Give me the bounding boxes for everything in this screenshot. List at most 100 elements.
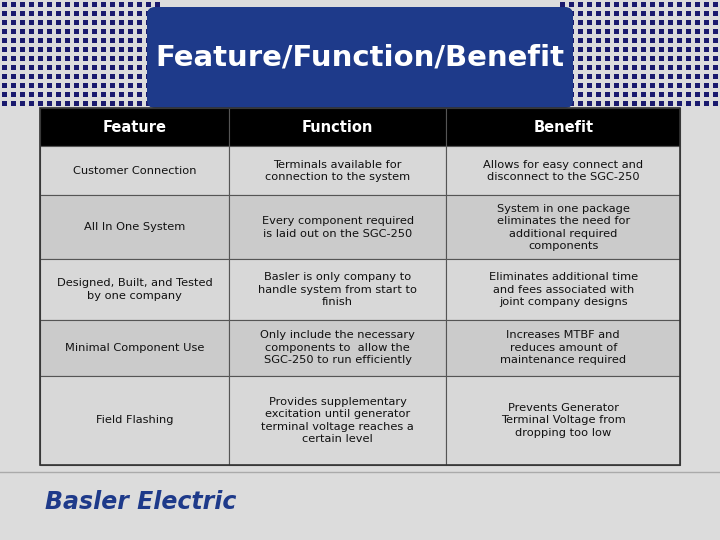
Bar <box>56 20 61 25</box>
Bar <box>713 47 718 52</box>
Bar <box>20 56 25 61</box>
Bar <box>605 101 610 106</box>
Bar <box>587 83 592 88</box>
Bar <box>704 92 709 97</box>
Bar <box>56 92 61 97</box>
Bar <box>587 38 592 43</box>
Bar <box>83 29 88 34</box>
Bar <box>686 92 691 97</box>
Bar <box>668 101 673 106</box>
Bar <box>137 20 142 25</box>
Bar <box>446 376 680 465</box>
Bar <box>587 29 592 34</box>
Text: Only include the necessary
components to  allow the
SGC-250 to run efficiently: Only include the necessary components to… <box>260 330 415 365</box>
Bar <box>569 101 574 106</box>
Bar <box>668 20 673 25</box>
Bar <box>74 92 79 97</box>
Bar <box>128 65 133 70</box>
Bar <box>119 92 124 97</box>
Bar <box>119 38 124 43</box>
Bar <box>38 92 43 97</box>
Bar <box>623 20 628 25</box>
Bar <box>56 29 61 34</box>
Bar <box>110 11 115 16</box>
Bar <box>668 11 673 16</box>
Bar <box>569 2 574 7</box>
Bar <box>605 65 610 70</box>
Bar <box>101 2 106 7</box>
Bar <box>686 56 691 61</box>
Bar <box>623 101 628 106</box>
Bar <box>605 47 610 52</box>
Bar <box>704 20 709 25</box>
Bar <box>11 101 16 106</box>
Bar <box>668 92 673 97</box>
Bar <box>2 38 7 43</box>
Bar <box>20 83 25 88</box>
Bar <box>713 65 718 70</box>
Bar <box>713 101 718 106</box>
Bar <box>614 20 619 25</box>
Bar <box>587 56 592 61</box>
Bar <box>155 47 160 52</box>
Bar <box>641 11 646 16</box>
Bar <box>704 38 709 43</box>
Bar <box>74 101 79 106</box>
Text: Feature: Feature <box>102 119 166 134</box>
Bar <box>650 29 655 34</box>
Bar <box>704 74 709 79</box>
Text: Benefit: Benefit <box>533 119 593 134</box>
Bar <box>38 101 43 106</box>
Bar <box>596 47 601 52</box>
Bar <box>578 56 583 61</box>
Bar <box>713 20 718 25</box>
Bar <box>650 92 655 97</box>
Bar <box>614 2 619 7</box>
Bar <box>650 65 655 70</box>
Bar <box>119 11 124 16</box>
Bar <box>2 29 7 34</box>
Bar <box>578 47 583 52</box>
Bar <box>40 108 680 465</box>
Bar <box>578 2 583 7</box>
Bar <box>119 56 124 61</box>
Bar <box>38 74 43 79</box>
Bar <box>605 20 610 25</box>
Bar <box>686 47 691 52</box>
Bar <box>137 2 142 7</box>
Bar <box>47 92 52 97</box>
Bar <box>641 65 646 70</box>
Bar <box>578 74 583 79</box>
Bar <box>578 29 583 34</box>
Bar <box>632 56 637 61</box>
Bar <box>128 20 133 25</box>
Bar <box>11 47 16 52</box>
Bar <box>713 83 718 88</box>
Bar <box>659 65 664 70</box>
Bar <box>2 47 7 52</box>
Bar <box>623 38 628 43</box>
Bar <box>155 20 160 25</box>
Bar <box>101 20 106 25</box>
Bar <box>632 101 637 106</box>
Bar <box>623 56 628 61</box>
Text: Every component required
is laid out on the SGC-250: Every component required is laid out on … <box>261 216 414 239</box>
Bar <box>11 29 16 34</box>
Bar <box>47 74 52 79</box>
Bar <box>560 92 565 97</box>
Bar <box>11 65 16 70</box>
Bar <box>40 259 229 320</box>
Bar <box>137 38 142 43</box>
Bar <box>713 29 718 34</box>
Bar <box>137 74 142 79</box>
Text: Basler is only company to
handle system from start to
finish: Basler is only company to handle system … <box>258 272 417 307</box>
Bar <box>229 320 446 376</box>
Bar <box>101 65 106 70</box>
Bar <box>29 92 34 97</box>
Bar <box>614 29 619 34</box>
Bar <box>587 20 592 25</box>
Bar <box>47 2 52 7</box>
Bar <box>110 74 115 79</box>
Bar <box>695 2 700 7</box>
Bar <box>596 83 601 88</box>
